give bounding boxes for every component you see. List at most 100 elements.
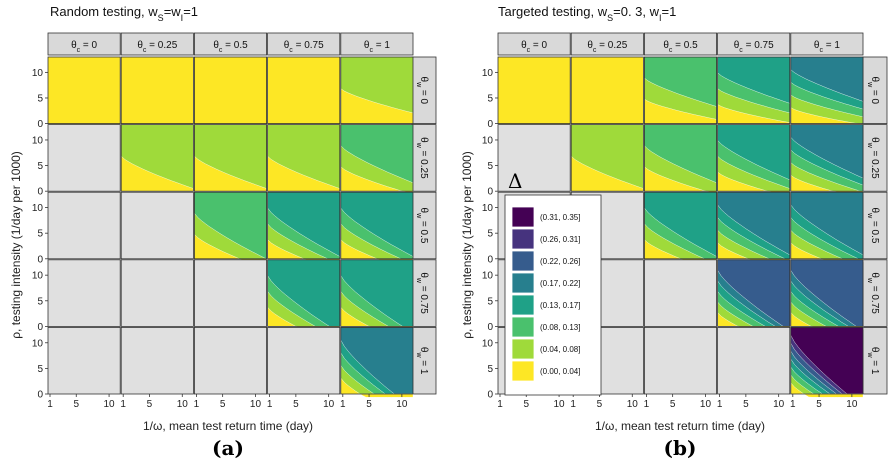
facet-cell xyxy=(790,259,864,330)
x-tick-label: 10 xyxy=(104,399,116,410)
y-tick-label: 0 xyxy=(37,390,43,401)
empty-cell xyxy=(498,124,571,192)
facet-label-col: θc = 0.75 xyxy=(734,40,774,54)
cell-border xyxy=(193,326,267,395)
facet-cell xyxy=(717,56,791,124)
title-part: =1 xyxy=(662,4,677,19)
facet-cell xyxy=(570,124,644,192)
y-axis-label: ρ, testing intensity (1/day per 1000) xyxy=(460,151,474,339)
contour-band xyxy=(571,155,644,192)
facet-strip-col xyxy=(790,32,864,56)
facet-var: θ xyxy=(284,40,290,51)
title-part: =1 xyxy=(183,4,198,19)
facet-cell xyxy=(644,326,718,395)
cell-border xyxy=(340,259,414,327)
cell-border xyxy=(120,326,194,395)
facet-cell xyxy=(47,326,121,395)
contour-band xyxy=(790,382,864,398)
facet-var-sub: c xyxy=(77,47,81,54)
legend-swatch xyxy=(511,250,535,272)
cell-border xyxy=(644,124,718,192)
x-tick-label: 5 xyxy=(293,399,299,410)
facet-value: = 0 xyxy=(869,87,880,104)
facet-cell xyxy=(267,191,341,263)
facet-cell xyxy=(644,56,718,124)
legend-swatch xyxy=(511,206,535,228)
x-tick-label: 10 xyxy=(700,399,712,410)
facet-cell xyxy=(790,56,864,125)
facet-cell xyxy=(267,259,341,330)
contour-band xyxy=(340,88,414,124)
facet-label-row: θw = 0.75 xyxy=(416,272,430,314)
facet-cell xyxy=(267,56,341,124)
legend-swatch xyxy=(511,294,535,316)
facet-value: = 0.25 xyxy=(418,148,429,179)
title-part: =0. 3, w xyxy=(613,4,659,19)
legend-label: (0.26, 0.31] xyxy=(540,235,580,244)
facet-var-sub: w xyxy=(867,142,874,149)
facet-value: = 0.5 xyxy=(869,218,880,244)
facet-strip-col xyxy=(717,32,791,56)
y-tick-label: 5 xyxy=(487,229,493,240)
facet-label-row: θw = 1 xyxy=(867,347,881,375)
y-tick-label: 5 xyxy=(487,93,493,104)
facet-strip-col xyxy=(47,32,121,56)
facet-var-sub: c xyxy=(143,47,147,54)
facet-cell xyxy=(267,124,341,192)
facet-label-row: θw = 0 xyxy=(416,77,430,105)
x-tick-label: 10 xyxy=(846,399,858,410)
empty-cell xyxy=(48,192,121,259)
y-tick-label: 5 xyxy=(37,93,43,104)
facet-var: θ xyxy=(869,208,880,214)
y-tick-label: 5 xyxy=(487,364,493,375)
facet-label-row: θw = 0.5 xyxy=(867,208,881,244)
empty-cell xyxy=(48,124,121,192)
y-tick-label: 10 xyxy=(482,338,494,349)
facet-strip-col xyxy=(340,32,414,56)
cell-border xyxy=(717,191,791,260)
facet-cell xyxy=(340,191,414,263)
facet-label-col: θc = 0.75 xyxy=(284,40,324,54)
title-part: =w xyxy=(164,4,182,19)
x-tick-label: 5 xyxy=(816,399,822,410)
empty-cell xyxy=(717,327,790,394)
y-tick-label: 5 xyxy=(487,161,493,172)
facet-var: θ xyxy=(418,272,429,278)
x-tick-label: 5 xyxy=(73,399,79,410)
facet-cell xyxy=(790,124,864,195)
facet-strip-col xyxy=(193,32,267,56)
facet-label-row: θw = 0.25 xyxy=(867,137,881,179)
facet-cell xyxy=(644,124,718,195)
cell-border xyxy=(790,259,864,327)
facet-var: θ xyxy=(364,40,370,51)
facet-var-sub: w xyxy=(416,81,423,88)
facet-var: θ xyxy=(869,347,880,353)
contour-band xyxy=(644,98,717,124)
facet-strip-row xyxy=(862,191,888,260)
x-tick-label: 1 xyxy=(717,399,723,410)
y-tick-label: 5 xyxy=(37,296,43,307)
facet-value: = 0.75 xyxy=(418,283,429,314)
cell-border xyxy=(120,191,194,260)
facet-value: = 0 xyxy=(80,40,97,51)
y-axis-label: ρ, testing intensity (1/day per 1000) xyxy=(9,151,23,339)
x-tick-label: 1 xyxy=(340,399,346,410)
facet-var: θ xyxy=(869,137,880,143)
facet-strip-row xyxy=(411,259,437,327)
cell-border xyxy=(340,56,414,124)
empty-cell xyxy=(121,259,194,327)
y-tick-label: 0 xyxy=(487,187,493,198)
empty-cell xyxy=(194,259,267,327)
cell-border xyxy=(47,326,121,395)
x-tick-label: 1 xyxy=(267,399,273,410)
facet-var-sub: c xyxy=(739,47,743,54)
legend-swatch xyxy=(511,272,535,294)
y-tick-label: 10 xyxy=(482,135,494,146)
contour-band xyxy=(121,155,194,192)
facet-var: θ xyxy=(418,77,429,83)
facet-var: θ xyxy=(418,208,429,214)
legend-label: (0.13, 0.17] xyxy=(540,301,580,310)
contour-band xyxy=(498,57,571,124)
facet-value: = 1 xyxy=(823,40,840,51)
cell-border xyxy=(47,191,121,260)
